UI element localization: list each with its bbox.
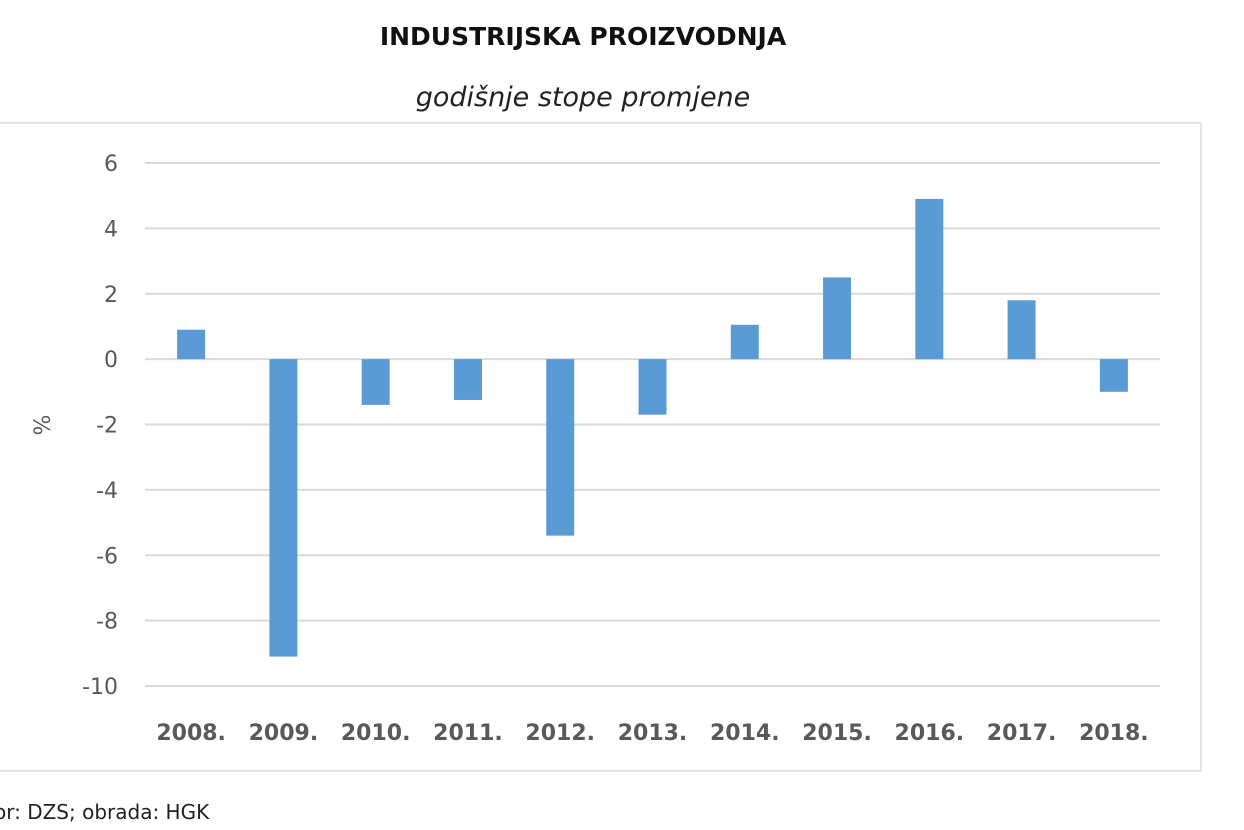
bar <box>823 277 852 360</box>
x-tick-label: 2018. <box>1079 721 1149 746</box>
x-tick-label: 2014. <box>710 721 780 746</box>
y-tick-label: 6 <box>104 152 118 177</box>
bar <box>177 329 206 360</box>
bar <box>915 198 944 360</box>
y-tick-label: 4 <box>104 217 118 242</box>
bar <box>730 324 759 360</box>
x-tick-label: 2009. <box>249 721 319 746</box>
x-tick-label: 2017. <box>987 721 1057 746</box>
y-tick-label: -8 <box>96 610 118 635</box>
y-tick-label: -2 <box>96 414 118 439</box>
x-tick-label: 2015. <box>802 721 872 746</box>
chart-frame <box>0 122 1202 772</box>
x-tick-label: 2016. <box>895 721 965 746</box>
y-tick-label: 2 <box>104 283 118 308</box>
y-axis-label: % <box>31 415 56 436</box>
y-tick-label: -10 <box>82 675 118 700</box>
y-tick-label: -6 <box>96 544 118 569</box>
bar <box>361 359 390 405</box>
x-tick-label: 2011. <box>433 721 503 746</box>
x-tick-label: 2013. <box>618 721 688 746</box>
chart-subtitle: godišnje stope promjene <box>415 82 751 113</box>
bar <box>269 359 298 657</box>
y-tick-label: 0 <box>104 348 118 373</box>
bar <box>638 359 667 415</box>
bar <box>1099 359 1128 392</box>
x-tick-label: 2008. <box>156 721 226 746</box>
y-tick-label: -4 <box>96 479 118 504</box>
bar <box>1007 300 1036 360</box>
bar <box>453 359 482 400</box>
source-note: or: DZS; obrada: HGK <box>0 800 210 824</box>
x-tick-label: 2010. <box>341 721 411 746</box>
x-tick-label: 2012. <box>525 721 595 746</box>
bar <box>546 359 575 536</box>
chart-title: INDUSTRIJSKA PROIZVODNJA <box>379 22 787 51</box>
